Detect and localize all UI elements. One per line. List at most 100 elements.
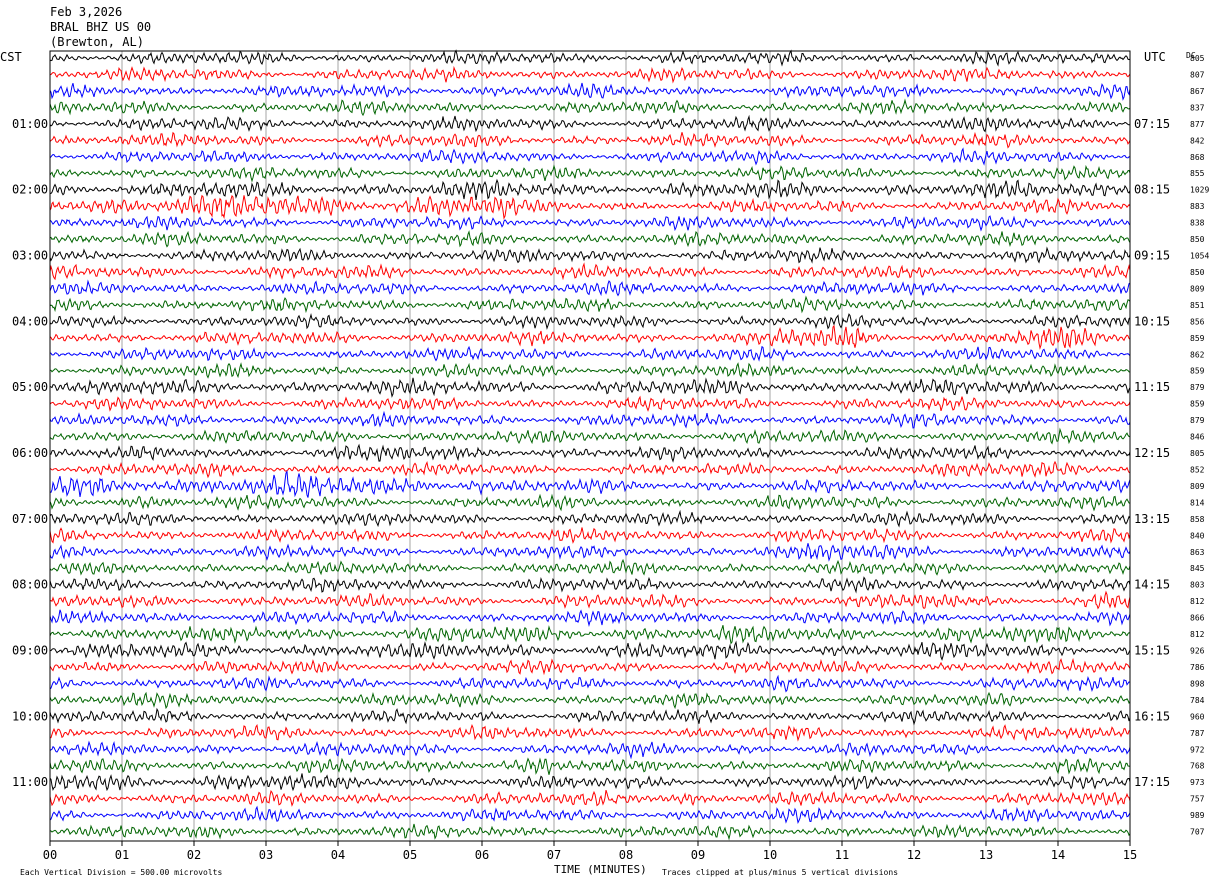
trace-row-8 [49, 178, 1131, 200]
dc-label: DC [1186, 51, 1196, 60]
trace-row-27 [49, 493, 1131, 512]
trace-row-44 [49, 773, 1131, 792]
left-hour-label: 08:00 [12, 578, 48, 592]
dc-offset-label: 807 [1190, 70, 1205, 79]
dc-offset-label: 850 [1190, 268, 1205, 277]
trace-row-14 [49, 279, 1131, 297]
trace-row-43 [49, 757, 1131, 775]
trace-row-30 [49, 543, 1131, 562]
trace-row-26 [49, 470, 1131, 498]
left-timezone-label: CST [0, 50, 22, 64]
dc-offset-label: 845 [1190, 564, 1205, 573]
dc-offset-label: 972 [1190, 745, 1205, 754]
trace-row-17 [49, 324, 1131, 350]
trace-row-22 [49, 410, 1131, 429]
dc-offset-label: 877 [1190, 120, 1205, 129]
scale-note: Each Vertical Division = 500.00 microvol… [20, 868, 222, 877]
left-hour-labels: 01:00 02:00 03:00 04:00 05:00 06:00 07:00 08:00… [12, 117, 48, 789]
dc-offset-label: 786 [1190, 663, 1205, 672]
x-tick-label: 12 [907, 848, 921, 862]
right-timezone-label: UTC [1144, 50, 1166, 64]
dc-offset-label: 866 [1190, 614, 1205, 623]
trace-row-4 [49, 114, 1131, 133]
dc-offset-label: 898 [1190, 679, 1205, 688]
dc-offset-label: 809 [1190, 284, 1205, 293]
trace-row-25 [49, 460, 1131, 479]
trace-row-16 [49, 312, 1131, 330]
dc-offset-label: 867 [1190, 87, 1205, 96]
trace-row-1 [49, 65, 1131, 84]
x-tick-label: 00 [43, 848, 57, 862]
trace-row-19 [49, 362, 1131, 379]
dc-offset-label: 768 [1190, 762, 1205, 771]
left-hour-label: 03:00 [12, 249, 48, 263]
trace-row-20 [49, 377, 1131, 398]
right-hour-label: 09:15 [1134, 249, 1170, 263]
dc-offset-label: 859 [1190, 367, 1205, 376]
footer: Each Vertical Division = 500.00 microvol… [20, 863, 898, 877]
right-hour-labels: 07:15 08:15 09:15 10:15 11:15 12:15 13:15 14:15… [1134, 117, 1170, 789]
trace-row-32 [49, 576, 1131, 594]
location-label: (Brewton, AL) [50, 35, 144, 49]
dc-offset-label: 856 [1190, 317, 1205, 326]
dc-offset-label: 787 [1190, 729, 1205, 738]
x-axis-ticks: 00 01 02 03 04 05 06 07 08 09 10 11 12 13 14 15 [43, 841, 1137, 862]
station-label: BRAL BHZ US 00 [50, 20, 151, 34]
left-hour-label: 07:00 [12, 512, 48, 526]
x-tick-label: 15 [1123, 848, 1137, 862]
trace-row-0 [49, 49, 1131, 67]
right-hour-label: 12:15 [1134, 446, 1170, 460]
trace-row-2 [49, 82, 1131, 101]
trace-row-41 [49, 723, 1131, 742]
x-tick-label: 08 [619, 848, 633, 862]
x-tick-label: 09 [691, 848, 705, 862]
dc-offset-label: 851 [1190, 301, 1205, 310]
x-tick-label: 05 [403, 848, 417, 862]
dc-offset-label: 879 [1190, 383, 1205, 392]
left-hour-label: 02:00 [12, 183, 48, 197]
trace-row-28 [49, 509, 1131, 528]
dc-offset-label: 850 [1190, 235, 1205, 244]
x-tick-label: 04 [331, 848, 345, 862]
dc-offset-label: 812 [1190, 630, 1205, 639]
dc-offset-label: 814 [1190, 498, 1205, 507]
dc-offset-label: 846 [1190, 433, 1205, 442]
clip-note: Traces clipped at plus/minus 5 vertical … [662, 868, 898, 877]
dc-offset-labels: 805 807 867 837 877 842 868 855 1029 883 838 850 105… [1190, 54, 1209, 837]
trace-row-29 [49, 527, 1131, 544]
trace-row-21 [49, 395, 1131, 412]
dc-offset-label: 859 [1190, 400, 1205, 409]
dc-offset-label: 812 [1190, 597, 1205, 606]
dc-offset-label: 805 [1190, 449, 1205, 458]
x-tick-label: 01 [115, 848, 129, 862]
trace-row-35 [49, 625, 1131, 645]
right-hour-label: 08:15 [1134, 183, 1170, 197]
trace-row-37 [49, 657, 1131, 676]
x-tick-label: 02 [187, 848, 201, 862]
left-hour-label: 04:00 [12, 314, 48, 328]
left-hour-label: 06:00 [12, 446, 48, 460]
plot-frame [49, 50, 1131, 842]
dc-offset-label: 862 [1190, 350, 1205, 359]
date-label: Feb 3,2026 [50, 5, 122, 19]
x-tick-label: 03 [259, 848, 273, 862]
trace-row-34 [49, 609, 1131, 627]
dc-offset-label: 989 [1190, 811, 1205, 820]
dc-offset-label: 1029 [1190, 186, 1209, 195]
trace-row-23 [49, 427, 1131, 445]
grid [121, 51, 1059, 841]
dc-offset-label: 707 [1190, 828, 1205, 837]
trace-row-9 [49, 194, 1131, 220]
trace-row-36 [49, 640, 1131, 661]
trace-row-10 [49, 215, 1131, 232]
dc-offset-label: 1054 [1190, 252, 1209, 261]
dc-offset-label: 973 [1190, 778, 1205, 787]
trace-row-11 [49, 230, 1131, 248]
trace-row-13 [49, 262, 1131, 281]
trace-row-7 [49, 164, 1131, 183]
x-axis-label: TIME (MINUTES) [554, 863, 647, 876]
dc-offset-label: 784 [1190, 696, 1205, 705]
trace-row-3 [49, 98, 1131, 117]
dc-offset-label: 855 [1190, 169, 1205, 178]
